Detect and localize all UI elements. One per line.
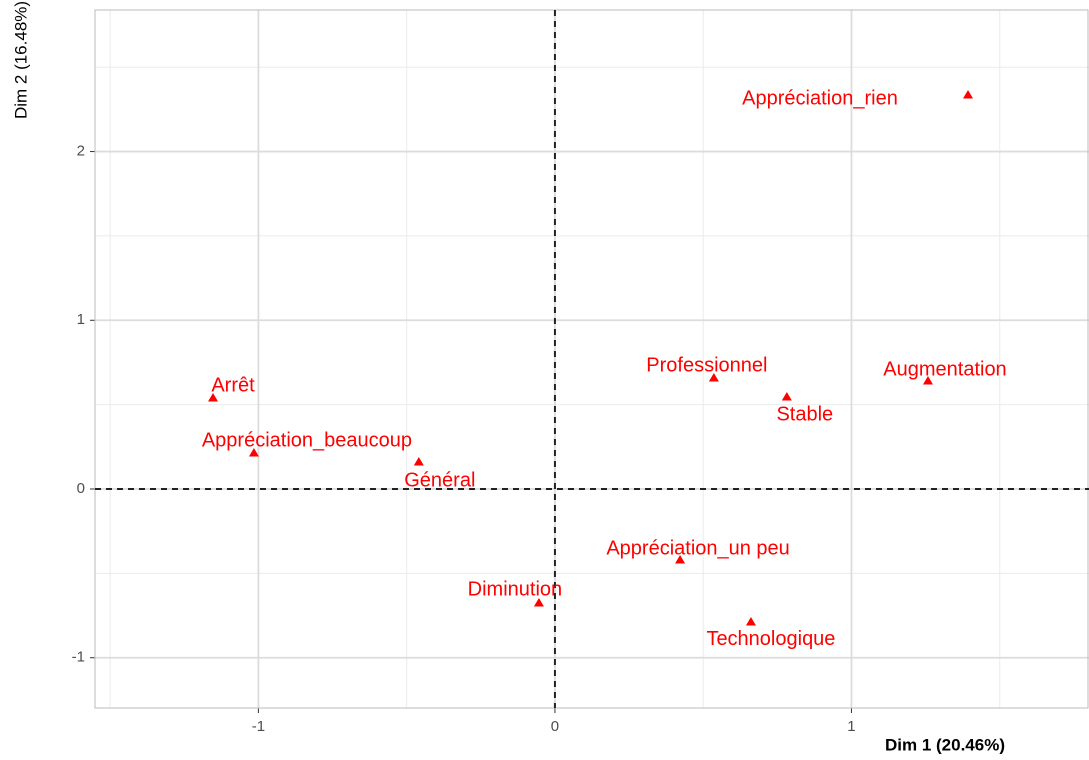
point-label: Général [404, 469, 475, 491]
point-label: Appréciation_rien [742, 87, 898, 109]
point [922, 376, 933, 385]
point [745, 616, 756, 626]
y-axis-label: Dim 2 (16.48%) [11, 1, 30, 119]
y-tick-label: 1 [77, 311, 85, 328]
point-label: Diminution [468, 578, 562, 600]
point-label: Technologique [706, 628, 835, 650]
y-tick-label: -1 [72, 649, 85, 666]
point [781, 392, 792, 401]
point-label: Augmentation [883, 358, 1006, 380]
y-tick-label: 0 [77, 480, 85, 497]
point [675, 555, 686, 564]
x-axis-label: Dim 1 (20.46%) [885, 735, 1005, 754]
point-label: Appréciation_un peu [606, 537, 789, 559]
point-label: Appréciation_beaucoup [202, 429, 412, 451]
point [413, 457, 424, 466]
point-label: Professionnel [646, 354, 767, 376]
point [533, 598, 544, 607]
point [248, 448, 259, 457]
y-tick-label: 2 [77, 143, 85, 160]
x-tick-label: 1 [847, 718, 855, 735]
x-tick-label: -1 [252, 718, 265, 735]
point [708, 372, 719, 382]
panel-border [94, 9, 1089, 709]
point-label: Arrêt [211, 374, 255, 396]
x-tick-label: 0 [551, 718, 559, 735]
point [208, 393, 219, 402]
point [963, 90, 974, 99]
point-label: Stable [776, 403, 833, 425]
